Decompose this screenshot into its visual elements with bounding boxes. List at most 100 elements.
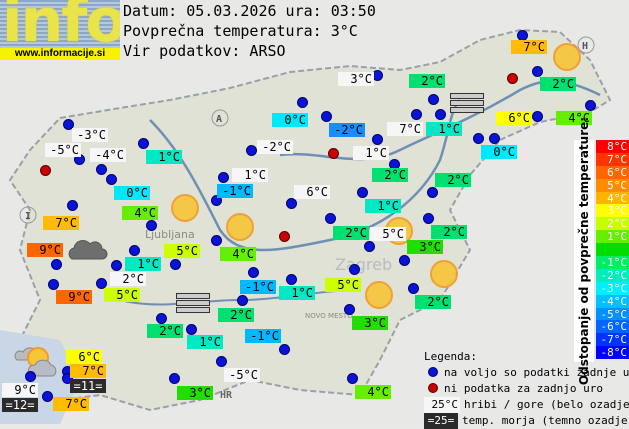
scale-row: -5°C [596,307,629,321]
station-temperature-label: 5°C [325,278,361,292]
logo-text: info [2,0,120,48]
station-dot-available[interactable] [297,97,308,108]
austria-label: A [216,114,222,125]
station-dot-available[interactable] [170,259,181,270]
station-temperature-label: 3°C [407,240,443,254]
station-dot-available[interactable] [532,66,543,77]
legend-sea: =25= temp. morja (temno ozadje) [424,413,629,429]
logo[interactable]: info [0,0,120,48]
station-dot-available[interactable] [423,213,434,224]
station-dot-available[interactable] [489,133,500,144]
station-dot-available[interactable] [156,313,167,324]
blue-dot-icon [428,367,438,377]
station-dot-available[interactable] [211,235,222,246]
scale-row: -7°C [596,333,629,346]
station-dot-missing[interactable] [279,231,290,242]
station-dot-available[interactable] [106,174,117,185]
station-dot-available[interactable] [62,373,73,384]
station-temperature-label: 6°C [294,185,330,199]
station-dot-available[interactable] [246,145,257,156]
date-time: Datum: 05.03.2026 ura: 03:50 [123,2,376,20]
station-dot-available[interactable] [435,109,446,120]
station-temperature-label: 7°C [53,397,89,411]
station-temperature-label: -1°C [245,329,281,343]
station-dot-missing[interactable] [328,148,339,159]
station-dot-missing[interactable] [507,73,518,84]
station-dot-available[interactable] [96,278,107,289]
station-dot-available[interactable] [211,195,222,206]
station-temperature-label: 4°C [556,111,592,125]
station-dot-available[interactable] [63,119,74,130]
deviation-scale: 8°C 7°C 6°C 5°C 4°C 3°C 2°C 1°C -1°C -2°C -3°C -4°C… [596,140,629,359]
station-dot-available[interactable] [218,172,229,183]
station-temperature-label: -5°C [45,143,81,157]
station-dot-available[interactable] [169,373,180,384]
scale-row: -2°C [596,268,629,282]
sea-temperature-label: =12= [2,398,38,412]
station-dot-available[interactable] [51,259,62,270]
station-dot-missing[interactable] [40,165,51,176]
station-dot-available[interactable] [321,111,332,122]
station-dot-available[interactable] [325,213,336,224]
station-temperature-label: 2°C [147,324,183,338]
station-dot-available[interactable] [138,138,149,149]
mountain-sample: 25°C [424,397,460,413]
legend: Legenda: na voljo so podatki zadnje ure … [424,349,629,429]
station-temperature-label: 7°C [387,122,423,136]
station-dot-available[interactable] [349,264,360,275]
fog-icon [450,93,484,113]
sun-icon [430,260,458,288]
station-dot-available[interactable] [286,274,297,285]
station-dot-available[interactable] [399,255,410,266]
scale-row: 4°C [596,191,629,205]
red-dot-icon [428,383,438,393]
scale-row: -8°C [596,346,629,359]
station-dot-available[interactable] [48,279,59,290]
fog-icon [176,293,210,313]
station-temperature-label: 1°C [426,122,462,136]
station-dot-available[interactable] [129,245,140,256]
legend-sea-text: temp. morja (temno ozadje) [462,414,629,427]
station-dot-available[interactable] [237,295,248,306]
legend-missing: ni podatka za zadnjo uro [424,381,629,397]
station-dot-available[interactable] [347,373,358,384]
station-temperature-label: 6°C [496,111,532,125]
station-dot-available[interactable] [279,344,290,355]
station-dot-available[interactable] [186,324,197,335]
station-dot-available[interactable] [25,371,36,382]
station-dot-available[interactable] [585,100,596,111]
station-dot-available[interactable] [344,304,355,315]
scale-row: 2°C [596,217,629,230]
station-dot-available[interactable] [428,94,439,105]
legend-missing-text: ni podatka za zadnjo uro [444,382,603,395]
scale-row: 7°C [596,152,629,166]
station-temperature-label: 7°C [70,364,106,378]
station-dot-available[interactable] [408,283,419,294]
station-dot-available[interactable] [111,260,122,271]
station-temperature-label: 1°C [279,286,315,300]
station-temperature-label: 2°C [431,225,467,239]
logo-url-link[interactable]: www.informacije.si [0,48,120,60]
station-dot-available[interactable] [67,200,78,211]
station-temperature-label: -1°C [217,184,253,198]
sun-icon [365,281,393,309]
station-dot-available[interactable] [427,187,438,198]
cloud-icon [66,237,108,265]
station-dot-available[interactable] [532,111,543,122]
station-dot-available[interactable] [357,187,368,198]
station-dot-available[interactable] [248,267,259,278]
ljubljana-map-label: Ljubljana [145,228,195,241]
station-temperature-label: 0°C [481,145,517,159]
station-dot-available[interactable] [96,164,107,175]
station-dot-available[interactable] [411,109,422,120]
station-dot-available[interactable] [473,133,484,144]
station-dot-available[interactable] [364,241,375,252]
station-dot-available[interactable] [286,198,297,209]
station-temperature-label: 0°C [272,113,308,127]
station-dot-available[interactable] [146,220,157,231]
station-dot-available[interactable] [216,356,227,367]
station-temperature-label: 2°C [540,77,576,91]
zagreb-map-label: Zagreb [335,255,392,274]
station-dot-available[interactable] [42,391,53,402]
station-dot-available[interactable] [372,134,383,145]
